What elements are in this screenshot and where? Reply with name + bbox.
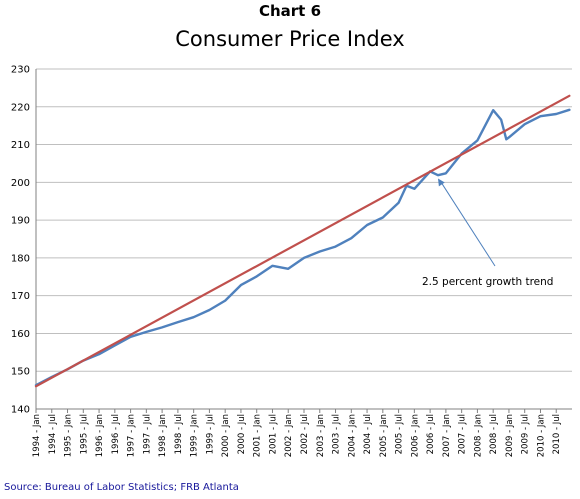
x-tick-label: 2002 - Jan bbox=[284, 414, 294, 457]
cpi-line bbox=[34, 108, 571, 387]
x-tick-label: 2000 - Jul bbox=[237, 414, 247, 454]
x-tick-label: 1994 - Jan bbox=[32, 414, 42, 457]
x-tick-label: 1995 - Jan bbox=[64, 414, 74, 457]
trend-line bbox=[34, 94, 571, 388]
y-tick-label: 140 bbox=[11, 405, 30, 416]
x-tick-label: 2008 - Jan bbox=[473, 414, 483, 457]
x-tick-label: 1997 - Jul bbox=[142, 414, 152, 454]
x-tick-label: 2010 - Jul bbox=[552, 414, 562, 454]
x-tick-label: 2007 - Jan bbox=[442, 414, 452, 457]
y-tick-label: 220 bbox=[11, 102, 30, 113]
x-tick-label: 2001 - Jul bbox=[268, 414, 278, 454]
x-tick-label: 2002 - Jul bbox=[300, 414, 310, 454]
x-tick-labels: 1994 - Jan 1994 - Jul 1995 - Jan 1995 - Jul… bbox=[32, 414, 562, 457]
x-tick-label: 1998 - Jul bbox=[174, 414, 184, 454]
annotation-arrowhead bbox=[438, 178, 445, 187]
x-tick-label: 2006 - Jul bbox=[426, 414, 436, 454]
y-tick-label: 210 bbox=[11, 140, 30, 151]
x-tick-label: 2003 - Jan bbox=[316, 414, 326, 457]
x-tick-label: 1999 - Jan bbox=[190, 414, 200, 457]
x-tick-label: 2003 - Jul bbox=[332, 414, 342, 454]
y-tick-label: 180 bbox=[11, 253, 30, 264]
x-tick-label: 2007 - Jul bbox=[458, 414, 468, 454]
x-tick-label: 1994 - Jul bbox=[48, 414, 58, 454]
x-tick-label: 1998 - Jan bbox=[158, 414, 168, 457]
x-tick-label: 1995 - Jul bbox=[79, 414, 89, 454]
x-tick-label: 2006 - Jan bbox=[410, 414, 420, 457]
series-lines bbox=[34, 94, 571, 388]
grid-lines bbox=[36, 68, 572, 410]
source-note: Source: Bureau of Labor Statistics; FRB … bbox=[4, 482, 239, 493]
chart-title: Chart 6 bbox=[258, 2, 322, 20]
y-tick-labels: 140 150 160 170 180 190 200 210 220 230 bbox=[11, 65, 30, 416]
x-tick-label: 2004 - Jul bbox=[363, 414, 373, 454]
x-tick-label: 2000 - Jan bbox=[221, 414, 231, 457]
x-tick-label: 1996 - Jan bbox=[95, 414, 105, 457]
axes bbox=[35, 69, 572, 413]
y-tick-label: 190 bbox=[11, 216, 30, 227]
x-tick-label: 2008 - Jul bbox=[489, 414, 499, 454]
chart-subtitle: Consumer Price Index bbox=[175, 27, 405, 51]
x-tick-label: 1996 - Jul bbox=[111, 414, 121, 454]
y-tick-label: 230 bbox=[11, 65, 30, 76]
x-tick-label: 2005 - Jul bbox=[395, 414, 405, 454]
x-tick-label: 2001 - Jan bbox=[253, 414, 263, 457]
y-tick-label: 150 bbox=[11, 367, 30, 378]
annotation-arrow bbox=[439, 180, 496, 267]
x-tick-label: 1997 - Jan bbox=[127, 414, 137, 457]
x-tick-label: 2009 - Jul bbox=[521, 414, 531, 454]
y-tick-label: 200 bbox=[11, 178, 30, 189]
x-tick-label: 2010 - Jan bbox=[536, 414, 546, 457]
trend-annotation-label: 2.5 percent growth trend bbox=[422, 276, 553, 288]
y-tick-label: 170 bbox=[11, 291, 30, 302]
y-tick-label: 160 bbox=[11, 329, 30, 340]
x-tick-label: 1999 - Jul bbox=[205, 414, 215, 454]
x-tick-label: 2005 - Jan bbox=[379, 414, 389, 457]
x-tick-label: 2004 - Jan bbox=[347, 414, 357, 457]
annotations: 2.5 percent growth trend bbox=[422, 178, 553, 288]
x-tick-label: 2009 - Jan bbox=[505, 414, 515, 457]
